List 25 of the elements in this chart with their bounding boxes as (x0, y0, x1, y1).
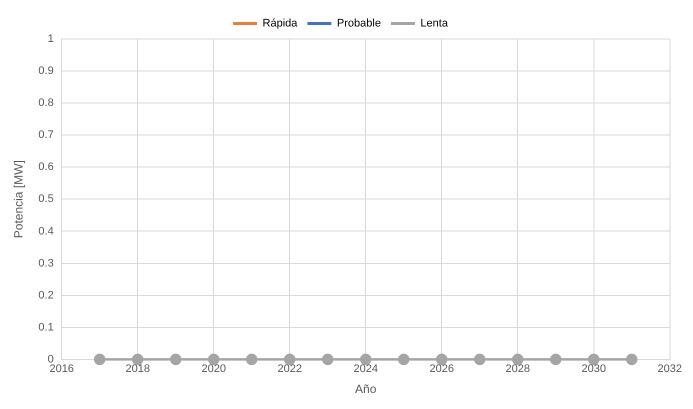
legend-label: Rápida (262, 18, 298, 30)
y-tick-label: 0.5 (38, 193, 54, 206)
y-tick-label: 0.7 (38, 129, 54, 142)
x-tick-label: 2016 (49, 363, 74, 376)
x-tick-label: 2022 (277, 363, 302, 376)
x-tick-label: 2024 (353, 363, 378, 376)
x-tick-label: 2032 (658, 363, 682, 376)
legend-label: Lenta (420, 18, 449, 30)
y-tick-label: 0 (48, 353, 54, 366)
y-tick-label: 0.6 (38, 161, 54, 174)
x-axis-title: Año (355, 382, 377, 396)
y-axis-title: Potencia [MW] (12, 160, 26, 238)
x-tick-label: 2026 (429, 363, 454, 376)
y-tick-label: 0.9 (38, 65, 54, 78)
x-tick-label: 2030 (582, 363, 606, 376)
x-tick-label: 2018 (125, 363, 150, 376)
x-tick-label: 2028 (506, 363, 530, 376)
y-tick-label: 1 (48, 33, 54, 46)
y-tick-label: 0.3 (38, 257, 54, 270)
y-tick-label: 0.8 (38, 97, 54, 110)
x-tick-label: 2020 (201, 363, 226, 376)
legend-label: Probable (336, 18, 381, 30)
y-tick-label: 0.2 (38, 289, 54, 302)
y-tick-label: 0.4 (38, 225, 54, 238)
y-tick-label: 0.1 (38, 321, 54, 334)
